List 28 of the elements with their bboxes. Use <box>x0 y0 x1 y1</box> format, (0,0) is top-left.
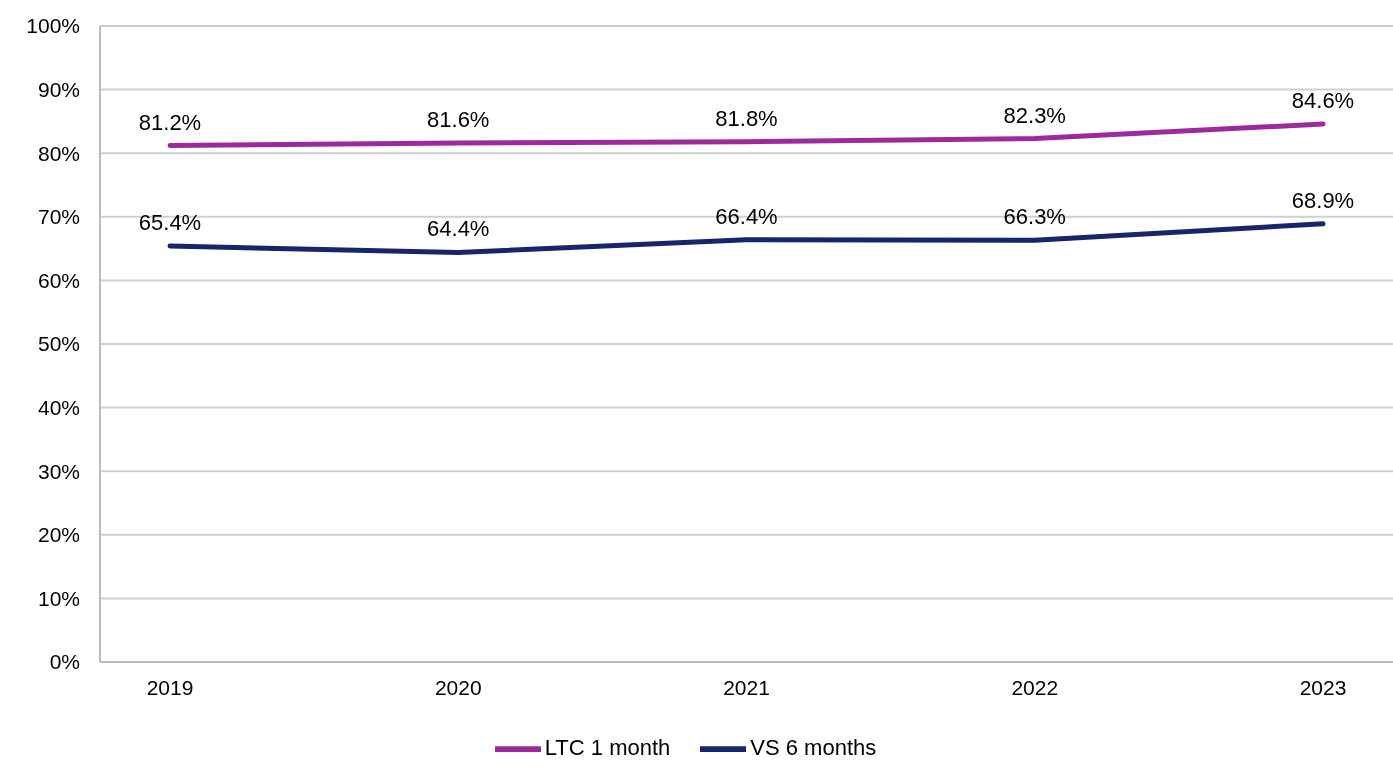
y-tick-label: 60% <box>37 268 80 292</box>
y-tick-label: 0% <box>49 650 80 674</box>
x-tick-label: 2020 <box>434 675 482 699</box>
data-label: 64.4% <box>427 216 490 242</box>
data-label: 81.2% <box>138 109 202 135</box>
y-tick-label: 20% <box>37 523 80 547</box>
data-label: 66.3% <box>1003 204 1066 230</box>
y-tick-label: 10% <box>37 586 80 610</box>
y-tick-label: 80% <box>37 141 80 165</box>
data-label: 68.9% <box>1291 187 1355 213</box>
y-tick-label: 30% <box>37 459 80 483</box>
y-tick-label: 50% <box>37 332 80 356</box>
y-tick-label: 70% <box>37 205 80 229</box>
y-tick-label: 90% <box>37 78 80 102</box>
legend-label: VS 6 months <box>750 734 877 760</box>
data-label: 82.3% <box>1003 102 1066 128</box>
x-tick-label: 2023 <box>1299 675 1347 699</box>
data-label: 65.4% <box>138 210 202 236</box>
data-label: 81.6% <box>427 107 490 133</box>
y-tick-label: 100% <box>26 14 80 38</box>
x-tick-label: 2022 <box>1011 675 1059 699</box>
data-label: 84.6% <box>1291 87 1355 113</box>
x-tick-label: 2019 <box>146 675 194 699</box>
y-tick-label: 40% <box>37 396 80 420</box>
data-label: 81.8% <box>715 105 778 131</box>
x-tick-label: 2021 <box>723 675 770 699</box>
data-label: 66.4% <box>715 203 778 229</box>
legend-label: LTC 1 month <box>544 734 671 760</box>
